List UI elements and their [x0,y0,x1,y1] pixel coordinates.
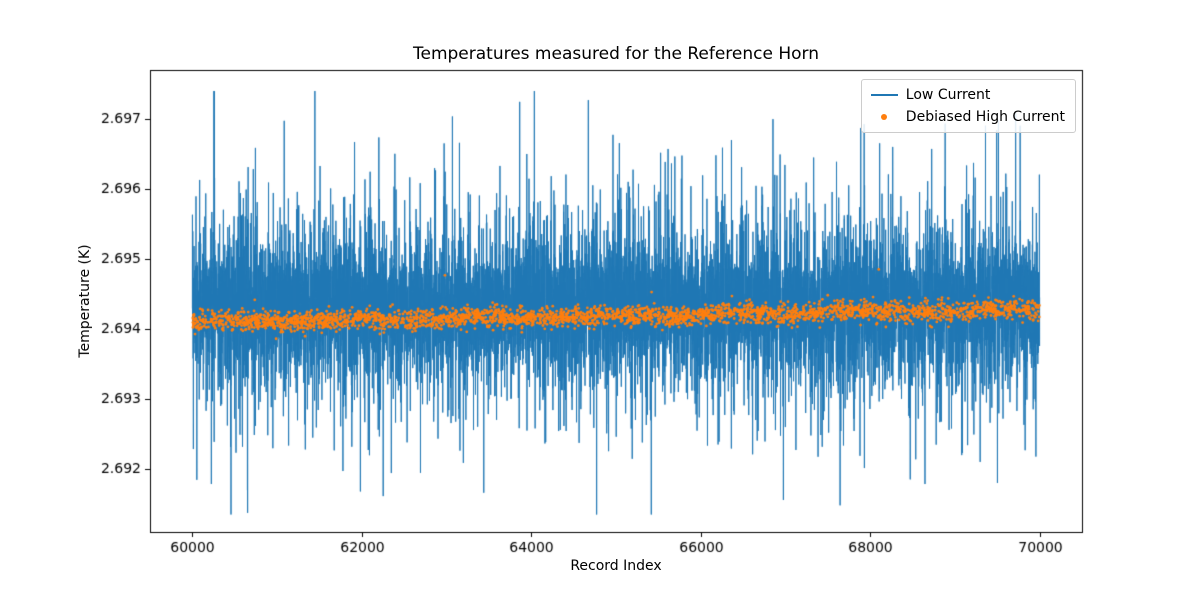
legend-label: Low Current [905,87,991,103]
x-axis-label: Record Index [570,558,662,574]
y-axis-label: Temperature (K) [77,244,93,358]
legend-entry-low-current: Low Current [870,87,1065,103]
legend-dot-swatch [871,114,898,120]
dot-sample-icon [881,114,888,120]
chart-title: Temperatures measured for the Reference … [412,44,820,64]
legend-entry-debiased-high-current: Debiased High Current [871,109,1065,125]
line-sample-icon [870,94,898,96]
legend-label: Debiased High Current [905,109,1065,125]
legend-line-swatch [870,94,898,96]
legend: Low Current Debiased High Current [860,79,1076,133]
